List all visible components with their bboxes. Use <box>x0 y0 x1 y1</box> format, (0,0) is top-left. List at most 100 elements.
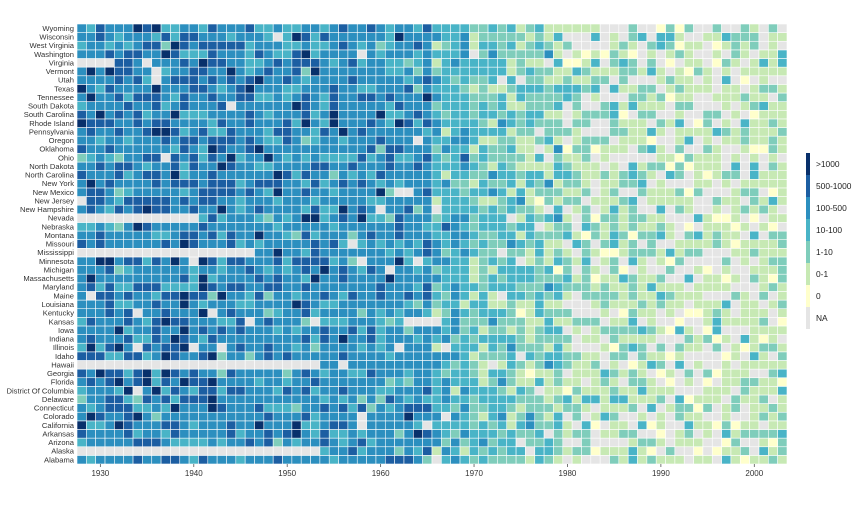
heatmap-cell <box>179 446 190 456</box>
heatmap-cell <box>515 299 526 310</box>
heatmap-cell <box>95 40 106 51</box>
heatmap-cell <box>198 308 209 318</box>
y-tick-label-alabama: Alabama <box>44 455 75 464</box>
heatmap-cell <box>674 248 685 258</box>
heatmap-cell <box>478 40 489 51</box>
y-tick-label-texas: Texas <box>54 84 74 93</box>
heatmap-cell <box>711 92 722 102</box>
heatmap-cell <box>431 40 442 51</box>
heatmap-cell <box>768 84 778 94</box>
heatmap-cell <box>170 58 181 68</box>
heatmap-cell <box>487 58 498 68</box>
heatmap-cell <box>244 248 255 258</box>
heatmap-cell <box>114 411 125 422</box>
heatmap-cell <box>525 308 536 318</box>
heatmap-cell <box>515 196 526 206</box>
heatmap-cell <box>674 265 685 275</box>
heatmap-cell <box>749 230 760 240</box>
heatmap-cell <box>655 334 666 344</box>
heatmap-cell <box>394 411 405 422</box>
heatmap-cell <box>599 351 610 361</box>
heatmap-cell <box>655 135 666 146</box>
heatmap-cell <box>310 170 321 180</box>
heatmap-cell <box>627 187 638 197</box>
heatmap-cell <box>76 455 87 465</box>
heatmap-cell <box>721 256 732 266</box>
heatmap-cell <box>655 446 666 456</box>
heatmap-cell <box>683 308 694 318</box>
heatmap-cell <box>403 118 414 128</box>
heatmap-cell <box>272 342 283 353</box>
heatmap-cell <box>300 394 311 404</box>
heatmap-cell <box>515 455 526 465</box>
heatmap-cell <box>534 118 545 128</box>
heatmap-cell <box>207 196 218 206</box>
heatmap-cell <box>768 213 778 223</box>
heatmap-cell <box>497 325 508 335</box>
heatmap-cell <box>469 118 480 128</box>
heatmap-cell <box>627 230 638 240</box>
heatmap-cell <box>590 230 601 240</box>
heatmap-cell <box>310 178 321 189</box>
heatmap-cell <box>104 386 115 396</box>
heatmap-cell <box>394 153 405 163</box>
heatmap-cell <box>319 161 330 171</box>
heatmap-cell <box>272 178 283 189</box>
heatmap-cell <box>179 299 190 310</box>
heatmap-cell <box>515 66 526 77</box>
heatmap-cell <box>730 455 741 465</box>
heatmap-cell <box>487 161 498 171</box>
heatmap-cell <box>487 170 498 180</box>
heatmap-cell <box>581 394 592 404</box>
heatmap-cell <box>506 222 517 232</box>
heatmap-cell <box>758 325 769 335</box>
heatmap-cell <box>356 265 367 275</box>
heatmap-cell <box>506 403 517 413</box>
heatmap-cell <box>347 49 358 59</box>
heatmap-cell <box>543 360 554 370</box>
heatmap-cell <box>590 204 601 215</box>
heatmap-cell <box>198 144 209 154</box>
heatmap-cell <box>123 420 134 430</box>
heatmap-cell <box>730 273 741 284</box>
heatmap-cell <box>711 446 722 456</box>
heatmap-cell <box>413 178 423 189</box>
heatmap-cell <box>497 420 508 430</box>
legend-label-0: 0 <box>816 291 821 301</box>
heatmap-cell <box>394 317 405 327</box>
heatmap-cell <box>674 256 685 266</box>
heatmap-cell <box>375 437 386 448</box>
heatmap-cell <box>674 196 685 206</box>
heatmap-cell <box>571 230 582 240</box>
heatmap-cell <box>627 101 638 111</box>
heatmap-cell <box>646 187 657 197</box>
heatmap-cell <box>170 437 181 448</box>
heatmap-cell <box>142 204 153 215</box>
heatmap-cell <box>235 360 246 370</box>
heatmap-cell <box>235 291 246 301</box>
heatmap-cell <box>263 403 274 413</box>
heatmap-cell <box>637 360 648 370</box>
heatmap-cell <box>758 411 769 422</box>
heatmap-cell <box>86 196 96 206</box>
heatmap-cell <box>497 144 508 154</box>
heatmap-cell <box>562 342 573 353</box>
heatmap-cell <box>515 317 526 327</box>
heatmap-cell <box>683 239 694 249</box>
legend-label-1-10: 1-10 <box>816 247 833 257</box>
heatmap-cell <box>487 248 498 258</box>
y-tick-label-utah: Utah <box>58 76 74 85</box>
heatmap-cell <box>571 342 582 353</box>
heatmap-cell <box>366 127 377 137</box>
heatmap-cell <box>235 101 246 111</box>
heatmap-cell <box>254 196 265 206</box>
heatmap-cell <box>244 144 255 154</box>
heatmap-cell <box>739 230 750 240</box>
y-tick-label-new-york: New York <box>42 179 74 188</box>
heatmap-cell <box>254 265 265 275</box>
heatmap-cell <box>777 299 788 310</box>
heatmap-cell <box>702 92 713 102</box>
heatmap-cell <box>86 144 96 154</box>
heatmap-cell <box>188 386 199 396</box>
heatmap-cell <box>693 23 704 33</box>
